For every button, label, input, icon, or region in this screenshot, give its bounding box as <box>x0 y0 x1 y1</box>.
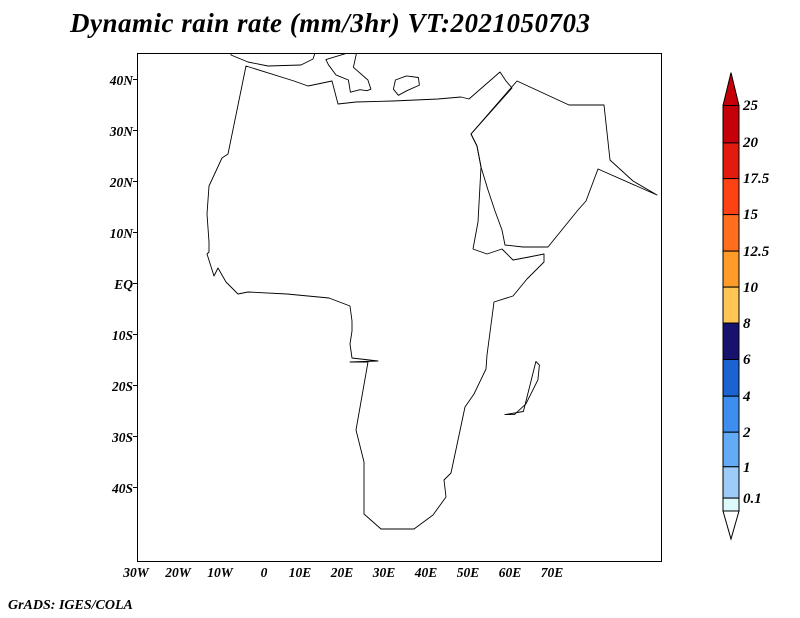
svg-text:20: 20 <box>742 135 759 151</box>
svg-text:25: 25 <box>742 98 759 114</box>
svg-text:17.5: 17.5 <box>743 171 770 187</box>
svg-text:8: 8 <box>743 316 751 332</box>
svg-text:6: 6 <box>743 352 751 368</box>
svg-text:1: 1 <box>743 460 751 476</box>
svg-text:15: 15 <box>743 207 759 223</box>
svg-text:2: 2 <box>742 425 751 441</box>
svg-text:12.5: 12.5 <box>743 244 770 260</box>
svg-text:4: 4 <box>742 389 751 405</box>
svg-text:10: 10 <box>743 280 759 296</box>
svg-text:0.1: 0.1 <box>743 491 762 507</box>
